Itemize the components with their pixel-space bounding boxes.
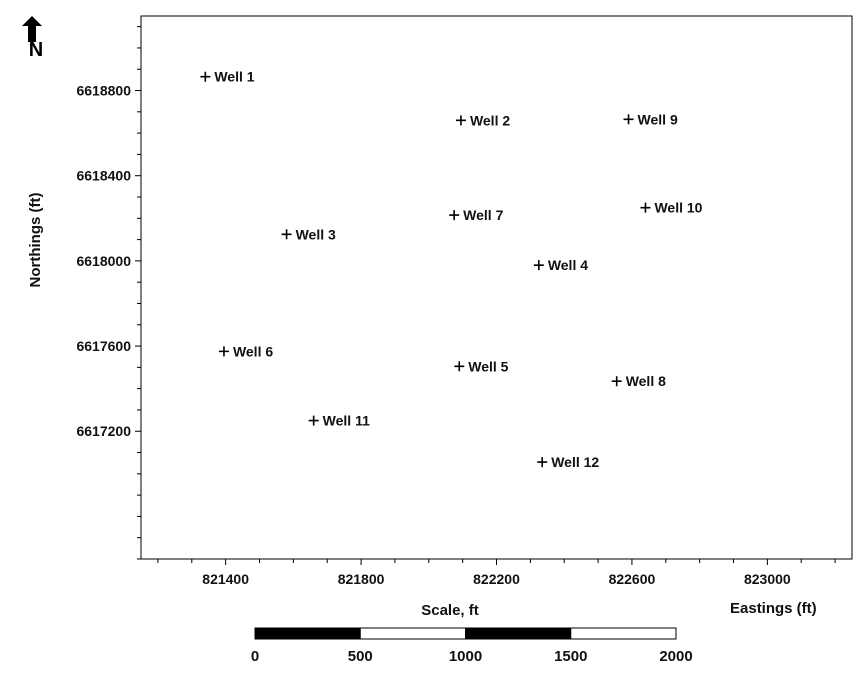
scale-tick-label: 1500 <box>554 648 587 665</box>
scale-segment <box>465 627 572 640</box>
well-point: Well 2 <box>455 112 510 128</box>
well-marker <box>200 71 211 82</box>
well-marker <box>455 115 466 126</box>
well-marker <box>281 229 292 240</box>
well-label: Well 6 <box>233 343 273 359</box>
x-axis-title: Eastings (ft) <box>730 600 817 617</box>
well-point: Well 8 <box>611 373 666 389</box>
north-label: N <box>29 39 43 61</box>
well-point: Well 5 <box>454 358 509 374</box>
well-point: Well 10 <box>640 200 703 216</box>
well-label: Well 9 <box>638 111 678 127</box>
well-marker <box>449 210 460 221</box>
well-label: Well 5 <box>468 358 508 374</box>
well-marker <box>533 260 544 271</box>
well-point: Well 7 <box>449 207 504 223</box>
y-axis: 6617200 6617600 6618000 6618400 6618800 <box>76 26 141 560</box>
y-tick-label: 6618400 <box>76 168 131 184</box>
x-tick-label: 822200 <box>473 571 520 587</box>
scale-segment <box>359 627 466 640</box>
scale-segment <box>254 627 361 640</box>
well-label: Well 1 <box>214 69 254 85</box>
well-label: Well 8 <box>626 373 666 389</box>
well-marker <box>611 376 622 387</box>
scale-segment <box>570 627 677 640</box>
well-marker <box>537 457 548 468</box>
well-point: Well 1 <box>200 69 255 85</box>
x-tick-label: 822600 <box>609 571 656 587</box>
y-tick-label: 6618000 <box>76 253 131 269</box>
well-marker <box>454 361 465 372</box>
scale-tick-label: 1000 <box>449 648 482 665</box>
well-label: Well 3 <box>296 226 336 242</box>
well-label: Well 11 <box>323 413 370 429</box>
well-label: Well 7 <box>463 207 503 223</box>
well-point: Well 11 <box>308 413 370 429</box>
scale-bar: 0 500 1000 1500 2000 <box>251 627 693 665</box>
x-tick-label: 821400 <box>202 571 249 587</box>
well-label: Well 10 <box>654 200 702 216</box>
well-point: Well 6 <box>218 343 273 359</box>
well-point: Well 9 <box>623 111 678 127</box>
well-point: Well 3 <box>281 226 336 242</box>
well-marker <box>640 202 651 213</box>
y-tick-label: 6617600 <box>76 338 131 354</box>
north-arrow-icon: N <box>22 16 43 61</box>
y-tick-label: 6618800 <box>76 83 131 99</box>
well-marker <box>623 114 634 125</box>
well-label: Well 2 <box>470 112 510 128</box>
scale-tick-label: 500 <box>348 648 373 665</box>
scale-tick-label: 2000 <box>659 648 692 665</box>
x-tick-label: 823000 <box>744 571 791 587</box>
x-tick-label: 821800 <box>338 571 385 587</box>
scale-title: Scale, ft <box>421 602 479 619</box>
well-label: Well 4 <box>548 257 588 273</box>
well-point: Well 12 <box>537 454 599 470</box>
x-axis: 821400 821800 822200 822600 823000 <box>157 559 836 587</box>
well-point: Well 4 <box>533 257 588 273</box>
y-tick-label: 6617200 <box>76 423 131 439</box>
plot-frame <box>140 15 853 560</box>
y-axis-title: Northings (ft) <box>27 193 44 288</box>
well-marker <box>218 346 229 357</box>
well-points: Well 1 Well 2 Well 9 Well 10 Well 7 Well 3 Wel… <box>200 69 703 470</box>
well-marker <box>308 415 319 426</box>
scale-tick-label: 0 <box>251 648 259 665</box>
well-label: Well 12 <box>551 454 599 470</box>
